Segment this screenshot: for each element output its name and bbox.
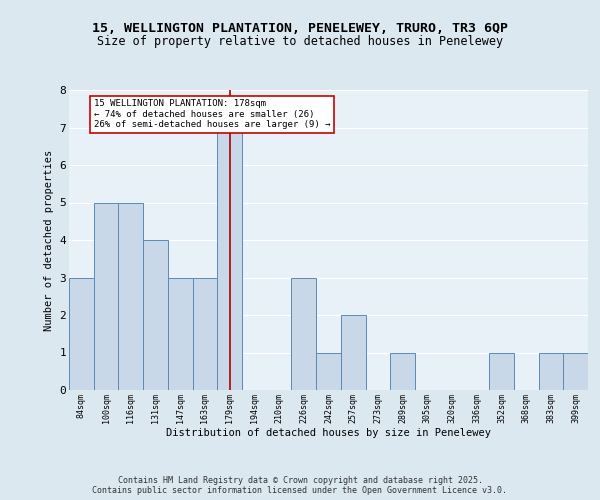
Bar (539, 352, 563, 390)
Bar (217, 128, 242, 390)
Bar (489, 352, 514, 390)
Bar (193, 278, 217, 390)
Bar (69, 278, 94, 390)
Text: Size of property relative to detached houses in Penelewey: Size of property relative to detached ho… (97, 35, 503, 48)
Bar (341, 315, 365, 390)
Bar (143, 240, 168, 390)
Bar (316, 352, 341, 390)
Bar (292, 278, 316, 390)
Y-axis label: Number of detached properties: Number of detached properties (44, 150, 54, 330)
Text: 15, WELLINGTON PLANTATION, PENELEWEY, TRURO, TR3 6QP: 15, WELLINGTON PLANTATION, PENELEWEY, TR… (92, 22, 508, 36)
Bar (168, 278, 193, 390)
Text: 15 WELLINGTON PLANTATION: 178sqm
← 74% of detached houses are smaller (26)
26% o: 15 WELLINGTON PLANTATION: 178sqm ← 74% o… (94, 100, 330, 129)
Bar (390, 352, 415, 390)
X-axis label: Distribution of detached houses by size in Penelewey: Distribution of detached houses by size … (166, 428, 491, 438)
Bar (94, 202, 118, 390)
Text: Contains HM Land Registry data © Crown copyright and database right 2025.
Contai: Contains HM Land Registry data © Crown c… (92, 476, 508, 495)
Bar (118, 202, 143, 390)
Bar (563, 352, 588, 390)
